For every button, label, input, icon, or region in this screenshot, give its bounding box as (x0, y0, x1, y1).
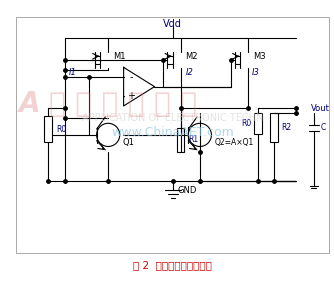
Bar (270, 113, 278, 142)
Text: Vout: Vout (311, 104, 330, 113)
Text: I1: I1 (68, 68, 76, 77)
Text: M1: M1 (113, 52, 126, 61)
Text: I2: I2 (186, 68, 194, 77)
Text: R1: R1 (188, 135, 198, 144)
Bar (177, 128, 184, 152)
Text: M2: M2 (185, 52, 198, 61)
Text: M3: M3 (253, 52, 266, 61)
Text: www.ChinaAET.com: www.ChinaAET.com (112, 126, 234, 139)
Text: +: + (127, 91, 135, 101)
Text: -: - (130, 72, 133, 82)
Bar (44, 116, 52, 142)
Text: GND: GND (178, 186, 197, 195)
Text: Vdd: Vdd (163, 19, 182, 29)
Text: R2: R2 (281, 123, 291, 132)
Text: A 电 子 技 术 应 用: A 电 子 技 术 应 用 (19, 90, 198, 118)
Text: C: C (321, 123, 326, 132)
Text: I3: I3 (252, 68, 260, 77)
Text: Q1: Q1 (123, 138, 135, 147)
Bar (16, 17, 329, 253)
Text: R0: R0 (56, 125, 66, 134)
Bar (254, 113, 262, 134)
Text: 图 2  带隙基准源的电路图: 图 2 带隙基准源的电路图 (133, 261, 212, 271)
Text: Q2=A×Q1: Q2=A×Q1 (214, 138, 254, 147)
Text: R0: R0 (241, 119, 251, 128)
Text: APPLICATION OF ELECTRONIC TECHN: APPLICATION OF ELECTRONIC TECHN (82, 113, 264, 123)
